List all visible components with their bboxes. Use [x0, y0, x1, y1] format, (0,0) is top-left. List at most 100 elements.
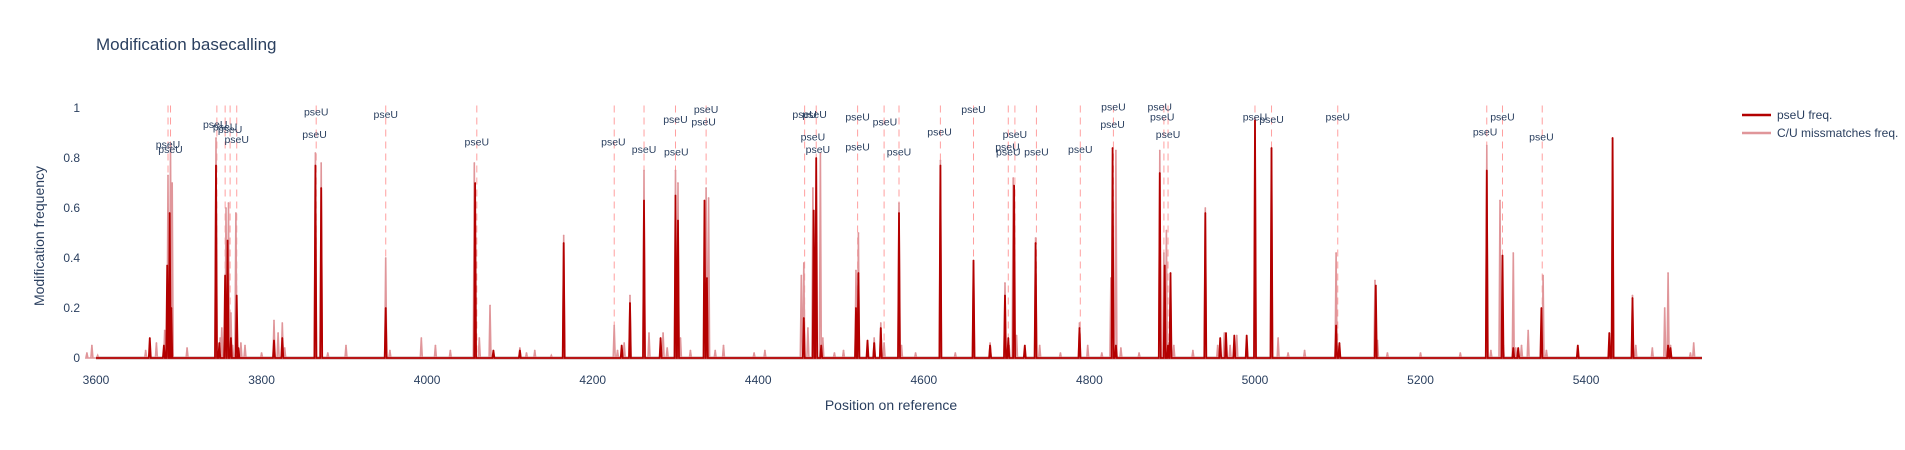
- data-point: [473, 162, 476, 164]
- data-point: [648, 332, 650, 334]
- data-point: [707, 197, 710, 199]
- data-point: [1270, 147, 1273, 149]
- data-point: [1520, 344, 1523, 347]
- x-tick-label: 3800: [248, 373, 275, 387]
- data-point: [842, 349, 845, 352]
- y-axis-title: Modification frequency: [31, 166, 47, 306]
- data-point: [273, 319, 275, 322]
- data-point: [1545, 349, 1548, 352]
- data-point: [239, 342, 242, 344]
- annotation-label: pseU: [801, 132, 826, 144]
- data-point: [171, 182, 174, 184]
- data-point: [1038, 344, 1041, 347]
- data-point: [1119, 347, 1122, 349]
- data-point: [1219, 337, 1222, 339]
- data-point: [989, 344, 991, 347]
- data-point: [244, 344, 246, 347]
- data-point: [388, 349, 391, 352]
- data-point: [807, 327, 809, 329]
- data-point: [857, 232, 860, 234]
- data-point: [384, 307, 387, 309]
- data-point: [345, 344, 347, 347]
- annotation-label: pseU: [927, 127, 952, 139]
- data-point: [478, 337, 481, 339]
- data-point: [90, 344, 93, 347]
- data-point: [1287, 352, 1289, 354]
- annotation-label: pseU: [694, 104, 719, 116]
- data-point: [1086, 344, 1089, 347]
- data-point: [879, 322, 882, 324]
- data-point: [224, 274, 227, 277]
- data-point: [815, 157, 818, 159]
- annotation-label: pseU: [218, 124, 243, 136]
- annotation-label: pseU: [873, 117, 898, 129]
- data-point: [1669, 344, 1672, 347]
- data-point: [1100, 352, 1103, 354]
- annotation-label: pseU: [373, 109, 398, 121]
- data-point: [820, 344, 823, 347]
- annotation-label: pseU: [1473, 127, 1498, 139]
- data-point: [215, 137, 217, 139]
- data-point: [1499, 199, 1501, 202]
- annotation-label: pseU: [996, 147, 1021, 159]
- x-axis-title: Position on reference: [825, 397, 958, 413]
- data-point: [1235, 334, 1238, 337]
- data-point: [1034, 237, 1037, 239]
- data-point: [939, 164, 942, 167]
- annotation-label: pseU: [302, 129, 327, 141]
- data-point: [1138, 352, 1140, 354]
- annotation-label: pseU: [224, 134, 249, 146]
- data-point: [1167, 344, 1169, 347]
- data-point: [230, 337, 232, 339]
- series-layer: [84, 117, 1702, 359]
- data-point: [674, 169, 677, 172]
- data-point: [1485, 144, 1488, 147]
- data-point: [703, 199, 706, 202]
- data-point: [215, 164, 217, 167]
- data-point: [235, 212, 237, 214]
- data-point: [169, 144, 172, 147]
- chart-title: Modification basecalling: [96, 35, 277, 54]
- data-point: [1114, 149, 1117, 152]
- data-point: [533, 349, 536, 352]
- data-point: [802, 317, 805, 319]
- data-point: [1512, 347, 1515, 349]
- data-point: [1158, 172, 1161, 174]
- x-tick-label: 5400: [1573, 373, 1600, 387]
- annotation-label: pseU: [845, 142, 870, 154]
- data-point: [1012, 177, 1015, 179]
- data-point: [550, 354, 553, 357]
- data-point: [1514, 347, 1517, 349]
- data-point: [1015, 334, 1018, 337]
- data-point: [939, 159, 942, 162]
- data-point: [144, 349, 147, 352]
- data-point: [489, 304, 491, 307]
- annotation-label: pseU: [1100, 119, 1125, 131]
- data-point: [518, 349, 521, 352]
- data-point: [1576, 344, 1579, 347]
- annotation-label: pseU: [304, 107, 329, 119]
- data-point: [449, 349, 452, 352]
- annotation-label: pseU: [664, 147, 689, 159]
- legend-item-mismatch[interactable]: C/U missmatches freq.: [1742, 126, 1898, 140]
- data-point: [821, 337, 824, 339]
- data-point: [1004, 294, 1006, 297]
- data-point: [219, 337, 222, 339]
- data-point: [802, 262, 805, 264]
- data-point: [1517, 347, 1520, 349]
- data-point: [1634, 344, 1637, 347]
- data-point: [220, 327, 223, 329]
- data-point: [1374, 279, 1376, 282]
- data-point: [148, 337, 151, 339]
- data-point: [677, 182, 679, 184]
- data-point: [857, 272, 860, 274]
- data-point: [812, 209, 815, 212]
- data-point: [155, 342, 158, 344]
- data-point: [1204, 212, 1207, 214]
- data-point: [679, 337, 682, 339]
- legend-item-pseu[interactable]: pseU freq.: [1742, 108, 1832, 122]
- data-point: [900, 344, 903, 347]
- data-point: [168, 212, 171, 214]
- legend[interactable]: pseU freq. C/U missmatches freq.: [1742, 108, 1898, 140]
- data-point: [800, 274, 803, 277]
